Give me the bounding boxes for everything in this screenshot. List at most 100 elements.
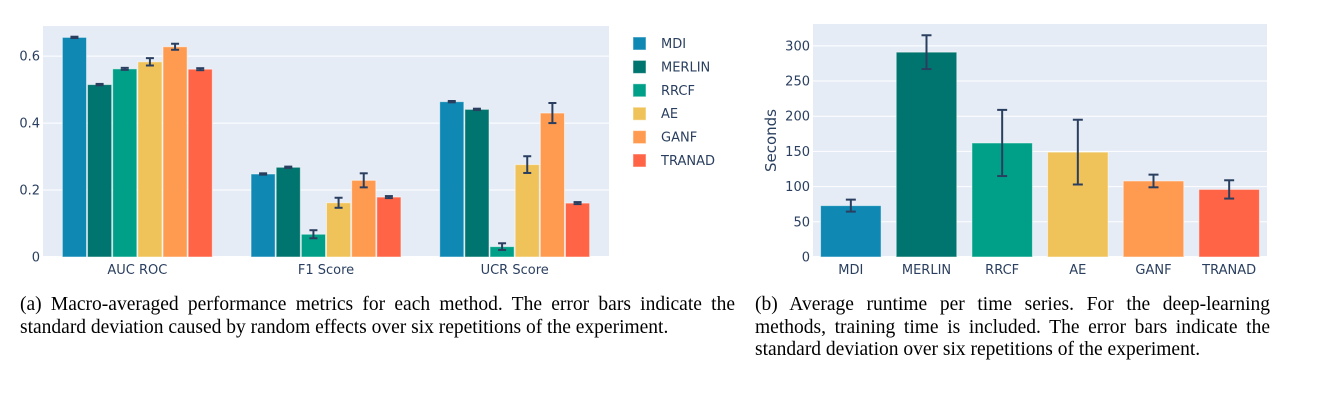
x-tick-label: F1 Score: [298, 263, 354, 278]
bar-merlin-f1-score: [275, 166, 301, 258]
legend-label: AE: [661, 107, 678, 122]
legend-label: RRCF: [661, 84, 695, 99]
error-bar: [523, 155, 532, 174]
bar-merlin-ucr-score: [464, 108, 490, 258]
y-tick-label: 0.4: [19, 117, 40, 132]
bar-tranad: [1198, 188, 1260, 258]
legend-item-ae[interactable]: AE: [632, 106, 678, 122]
legend-swatch: [632, 130, 647, 145]
error-bar: [1072, 118, 1083, 186]
error-bar: [1148, 173, 1159, 189]
bar-tranad-ucr-score: [564, 202, 591, 258]
error-bar: [120, 66, 129, 71]
bar-ganf-ucr-score: [539, 112, 565, 258]
x-tick-label: AE: [1069, 263, 1086, 278]
y-tick-label: 0.6: [19, 50, 40, 65]
caption-b: (b) Average runtime per time series. For…: [755, 294, 1270, 360]
caption-a: (a) Macro-averaged performance metrics f…: [20, 294, 735, 338]
y-tick-label: 300: [785, 39, 810, 54]
x-tick-label: GANF: [1135, 263, 1171, 278]
legend-item-ganf[interactable]: GANF: [632, 130, 697, 146]
gridlines: [813, 45, 1267, 258]
error-bar: [472, 107, 481, 112]
error-bar: [196, 67, 205, 72]
y-tick-label: 0: [802, 251, 810, 266]
performance-chart: 00.20.40.6 AUC ROC F1 Score UCR Score MDIM…: [19, 26, 715, 278]
legend-label: TRANAD: [660, 154, 715, 169]
error-bar: [1224, 179, 1235, 200]
x-tick-labels: AUC ROC F1 Score UCR Score: [107, 263, 548, 278]
bar-rrcf-auc-roc: [112, 68, 138, 258]
bar-ae: [1047, 151, 1109, 258]
legend-swatch: [632, 153, 647, 168]
error-bar: [921, 34, 932, 71]
bars: [61, 36, 591, 258]
error-bar: [259, 172, 268, 176]
error-bar: [95, 82, 104, 87]
error-bar: [498, 242, 507, 251]
y-tick-label: 0: [32, 251, 40, 266]
error-bar: [845, 198, 856, 213]
x-tick-labels: MDI MERLIN RRCF AE GANF TRANAD: [838, 263, 1256, 278]
error-bar: [284, 165, 293, 169]
x-tick-label: MERLIN: [902, 263, 951, 278]
error-bar: [997, 108, 1008, 178]
y-tick-label: 100: [785, 180, 810, 195]
bar-mdi: [820, 205, 882, 258]
bar-merlin: [895, 51, 958, 258]
y-axis-title: Seconds: [762, 109, 780, 172]
error-bar: [548, 102, 557, 125]
plot-background: [813, 24, 1267, 257]
legend-swatch: [632, 59, 647, 74]
bar-merlin-auc-roc: [87, 84, 113, 258]
x-tick-label: MDI: [838, 263, 863, 278]
error-bar: [334, 196, 343, 209]
bar-mdi-auc-roc: [61, 36, 88, 258]
legend-item-tranad[interactable]: TRANAD: [632, 153, 715, 169]
figure: 00.20.40.6 AUC ROC F1 Score UCR Score MDIM…: [19, 24, 1267, 278]
bar-ganf-auc-roc: [162, 46, 188, 258]
error-bar: [384, 195, 393, 200]
y-tick-labels: 0 0.2 0.4 0.6: [19, 50, 40, 266]
error-bars: [70, 35, 582, 251]
error-bar: [573, 201, 582, 206]
bar-mdi-ucr-score: [439, 101, 465, 258]
y-tick-label: 50: [793, 215, 810, 230]
runtime-chart: 0 50 100 150 200 250 300 MDI MERLIN RRCF AE GANF TR…: [762, 24, 1267, 278]
x-tick-label: TRANAD: [1201, 263, 1256, 278]
legend-swatch: [632, 36, 647, 51]
bar-mdi-f1-score: [250, 173, 276, 258]
legend-label: GANF: [661, 131, 697, 146]
legend-label: MERLIN: [661, 60, 710, 75]
legend-label: MDI: [661, 37, 686, 52]
x-tick-label: RRCF: [985, 263, 1019, 278]
legend-item-rrcf[interactable]: RRCF: [632, 83, 695, 99]
bar-ae-f1-score: [326, 202, 352, 258]
y-tick-label: 200: [785, 110, 810, 125]
legend-swatch: [632, 83, 647, 98]
error-bar: [447, 99, 456, 104]
bar-ae-auc-roc: [137, 61, 163, 258]
bar-tranad-f1-score: [376, 196, 402, 258]
error-bar: [359, 172, 368, 189]
x-tick-label: UCR Score: [481, 263, 549, 278]
bar-ae-ucr-score: [514, 164, 540, 258]
bars: [820, 51, 1260, 258]
error-bar: [171, 42, 180, 51]
y-tick-label: 250: [785, 75, 810, 90]
y-tick-label: 150: [785, 145, 810, 160]
error-bar: [309, 229, 318, 240]
x-tick-label: AUC ROC: [107, 263, 167, 278]
y-tick-labels: 0 50 100 150 200 250 300: [785, 39, 810, 265]
bar-ganf: [1122, 180, 1185, 258]
bar-tranad-auc-roc: [187, 68, 213, 258]
legend-swatch: [632, 106, 647, 121]
error-bar: [145, 57, 154, 67]
bar-ganf-f1-score: [351, 179, 377, 258]
legend-item-merlin[interactable]: MERLIN: [632, 59, 710, 75]
error-bars: [845, 34, 1235, 213]
legend[interactable]: MDI MERLIN RRCF AE GANF TRANAD: [632, 36, 715, 169]
y-tick-label: 0.2: [19, 184, 40, 199]
legend-item-mdi[interactable]: MDI: [632, 36, 686, 52]
error-bar: [70, 35, 79, 40]
